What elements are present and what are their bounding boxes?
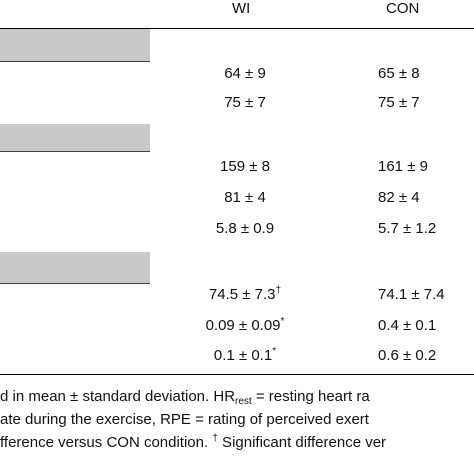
- table-cell-wi: 5.8 ± 0.9: [215, 220, 275, 237]
- table-cell-wi: 74.5 ± 7.3†: [208, 285, 282, 304]
- table-cell-wi: 81 ± 4: [224, 189, 266, 206]
- table-cell-con: 5.7 ± 1.2: [378, 220, 437, 237]
- table-cell-con: 161 ± 9: [378, 158, 428, 175]
- table-cell-wi: 0.1 ± 0.1*: [213, 346, 277, 365]
- table-cell-wi: 0.09 ± 0.09*: [205, 316, 285, 335]
- section-bar-2: [0, 124, 150, 152]
- footnote-line-1: d in mean ± standard deviation. HRrest =…: [0, 388, 370, 407]
- section-bar-3: [0, 252, 150, 284]
- footnote-line-3: fference versus CON condition. † Signifi…: [0, 433, 387, 452]
- table-cell-con: 0.6 ± 0.2: [378, 347, 437, 364]
- footnote-line-2: ate during the exercise, RPE = rating of…: [0, 411, 369, 428]
- header-rule: [0, 28, 474, 29]
- column-header-wi: WI: [232, 0, 251, 17]
- table-cell-wi: 159 ± 8: [220, 158, 270, 175]
- table-cell-con: 74.1 ± 7.4: [378, 286, 445, 303]
- table-cell-con: 65 ± 8: [378, 65, 420, 82]
- table-cell-con: 82 ± 4: [378, 189, 420, 206]
- section-bar-1: [0, 29, 150, 62]
- column-header-con: CON: [386, 0, 420, 17]
- table-cell-con: 0.4 ± 0.1: [378, 317, 437, 334]
- table-cell-wi: 64 ± 9: [224, 65, 266, 82]
- table-bottom-rule: [0, 374, 474, 375]
- table-cell-wi: 75 ± 7: [224, 94, 266, 111]
- table-cell-con: 75 ± 7: [378, 94, 420, 111]
